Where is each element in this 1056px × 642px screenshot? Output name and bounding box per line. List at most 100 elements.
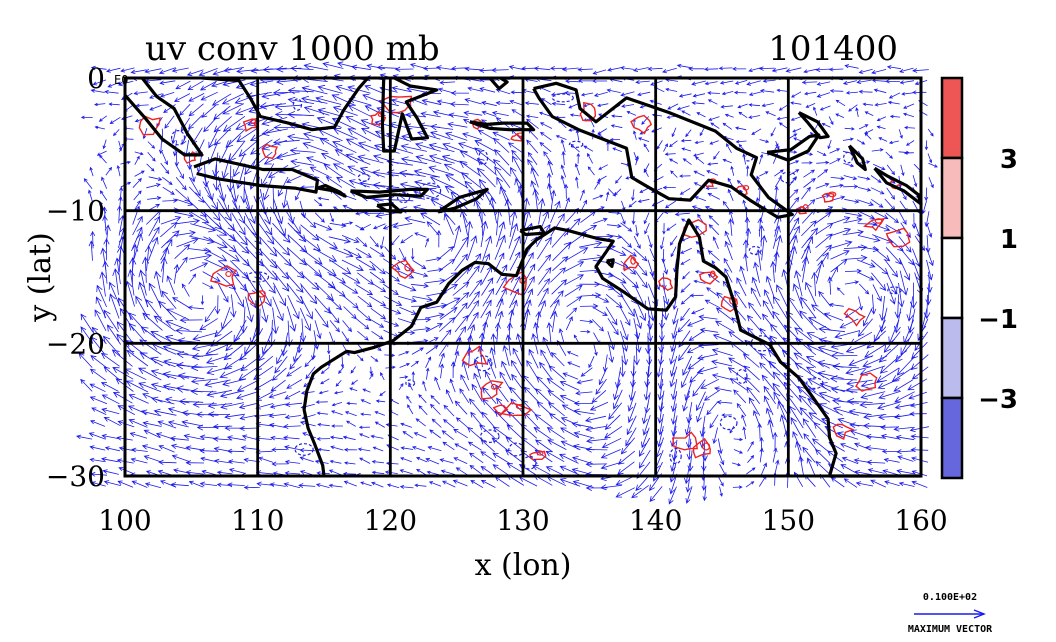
- wind-vector: [551, 310, 558, 333]
- wind-vector: [830, 477, 845, 488]
- wind-vector: [303, 105, 330, 116]
- wind-vector: [577, 67, 593, 72]
- wind-vector: [139, 352, 163, 367]
- wind-vector: [735, 126, 747, 131]
- y-tick-label: 0: [87, 62, 105, 95]
- wind-vector: [410, 248, 415, 261]
- wind-vector: [658, 390, 665, 412]
- wind-vector: [271, 461, 289, 467]
- wind-vector: [132, 177, 142, 188]
- wind-vector: [80, 313, 94, 333]
- wind-vector: [216, 470, 233, 475]
- wind-vector: [909, 402, 928, 408]
- wind-vector: [371, 470, 385, 475]
- wind-vector: [857, 187, 872, 192]
- wind-vector: [512, 155, 524, 176]
- wind-vector: [684, 380, 693, 401]
- wind-vector: [219, 390, 244, 399]
- wind-vector: [904, 125, 916, 130]
- wind-vector: [227, 459, 245, 464]
- wind-vector: [200, 295, 205, 306]
- wind-vector: [212, 152, 220, 178]
- wind-vector: [589, 401, 609, 411]
- wind-vector: [102, 335, 121, 356]
- wind-vector: [846, 397, 873, 406]
- wind-vector: [90, 230, 96, 249]
- wind-vector: [78, 352, 93, 368]
- wind-vector: [888, 92, 901, 99]
- wind-vector: [128, 257, 137, 284]
- coastline-new-guinea: [532, 81, 794, 219]
- wind-vector: [142, 312, 163, 331]
- wind-vector: [924, 140, 929, 151]
- wind-vector: [317, 84, 343, 94]
- wind-vector: [287, 295, 300, 320]
- wind-vector: [746, 467, 756, 475]
- coastline-seram-buru: [469, 120, 536, 132]
- wind-vector: [386, 483, 400, 489]
- wind-vector: [188, 103, 204, 117]
- wind-vector: [805, 281, 818, 307]
- wind-vector: [739, 265, 747, 285]
- wind-vector: [815, 182, 830, 189]
- wind-vector: [169, 436, 189, 442]
- wind-vector: [101, 407, 120, 415]
- positive-contour: [821, 192, 835, 203]
- wind-vector: [539, 131, 552, 141]
- wind-vector: [223, 354, 247, 370]
- wind-vector: [225, 331, 245, 352]
- wind-vector: [700, 378, 720, 389]
- wind-vector: [130, 457, 148, 464]
- wind-vector: [474, 147, 495, 164]
- wind-vector: [425, 356, 432, 368]
- wind-vector: [404, 216, 426, 224]
- wind-vector: [104, 224, 111, 247]
- wind-vector: [214, 458, 232, 464]
- wind-vector: [371, 460, 384, 464]
- wind-vector: [482, 235, 493, 262]
- wind-vector: [591, 389, 607, 403]
- wind-vector: [664, 152, 676, 156]
- wind-vector: [600, 461, 622, 470]
- wind-vector: [657, 402, 664, 424]
- wind-vector: [748, 302, 762, 320]
- wind-vector: [614, 188, 622, 196]
- wind-vector: [575, 390, 593, 396]
- wind-vector: [400, 143, 427, 152]
- wind-vector: [732, 66, 747, 71]
- wind-vector: [231, 283, 245, 308]
- wind-vector: [900, 164, 905, 177]
- wind-vector: [104, 89, 119, 95]
- wind-vector: [788, 196, 800, 211]
- wind-vector: [536, 236, 552, 260]
- coastline-sulawesi: [380, 76, 439, 153]
- wind-vector: [862, 422, 886, 430]
- wind-vector: [319, 137, 343, 152]
- wind-vector: [211, 93, 232, 106]
- wind-vector: [757, 217, 763, 237]
- wind-vector: [768, 360, 788, 380]
- wind-vector: [689, 366, 705, 383]
- wind-vector: [370, 281, 387, 293]
- wind-vector: [102, 260, 109, 284]
- wind-vector: [372, 223, 386, 230]
- wind-vector: [342, 295, 359, 309]
- wind-vector: [201, 104, 217, 118]
- wind-vector: [819, 105, 831, 111]
- wind-vector: [397, 282, 417, 292]
- wind-vector: [244, 212, 258, 237]
- wind-vector: [685, 129, 692, 138]
- wind-vector: [647, 234, 653, 249]
- wind-vector: [666, 223, 677, 231]
- wind-vector: [399, 375, 409, 379]
- wind-vector: [414, 232, 427, 238]
- wind-vector: [284, 470, 301, 476]
- coastline-borneo: [201, 76, 370, 132]
- wind-vector: [430, 123, 454, 131]
- wind-vector: [454, 314, 469, 333]
- wind-vector: [657, 367, 664, 390]
- wind-vector: [645, 356, 652, 378]
- wind-vector: [176, 256, 188, 274]
- colorbar-label: 3: [1000, 145, 1018, 175]
- positive-contour: [472, 118, 483, 131]
